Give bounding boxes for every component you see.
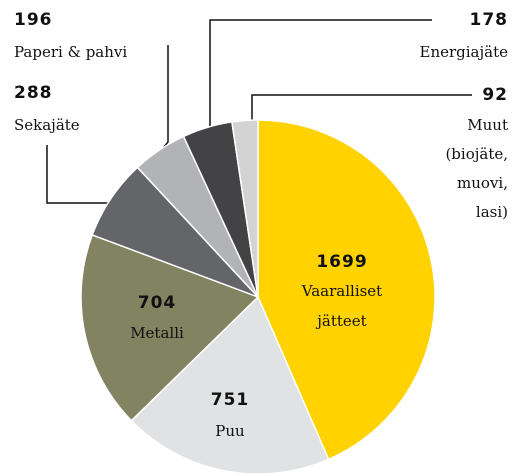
pie-slice <box>257 119 436 461</box>
value-label: 178 <box>470 10 509 30</box>
pie-slice <box>130 295 330 475</box>
value-label: 196 <box>14 10 53 30</box>
category-label: Energiajäte <box>420 43 509 61</box>
leader-line <box>209 19 432 138</box>
category-label: Paperi & pahvi <box>14 43 127 61</box>
value-label: 1699 <box>316 252 367 272</box>
pie-slice <box>231 119 259 298</box>
value-label: 288 <box>14 83 53 103</box>
category-label: Metalli <box>130 324 184 342</box>
value-label: 92 <box>482 85 508 105</box>
category-label: lasi) <box>476 203 508 221</box>
category-label: (biojäte, <box>445 145 508 163</box>
category-label: Puu <box>215 422 245 440</box>
category-label: Muut <box>467 116 508 134</box>
category-label: Sekajäte <box>14 116 80 134</box>
value-label: 704 <box>138 293 177 313</box>
category-label: Vaaralliset <box>301 282 382 300</box>
pie-slice <box>80 233 260 422</box>
leader-line <box>46 145 112 204</box>
category-label: muovi, <box>457 174 508 192</box>
category-label: jätteet <box>315 312 366 330</box>
value-label: 751 <box>211 390 250 410</box>
